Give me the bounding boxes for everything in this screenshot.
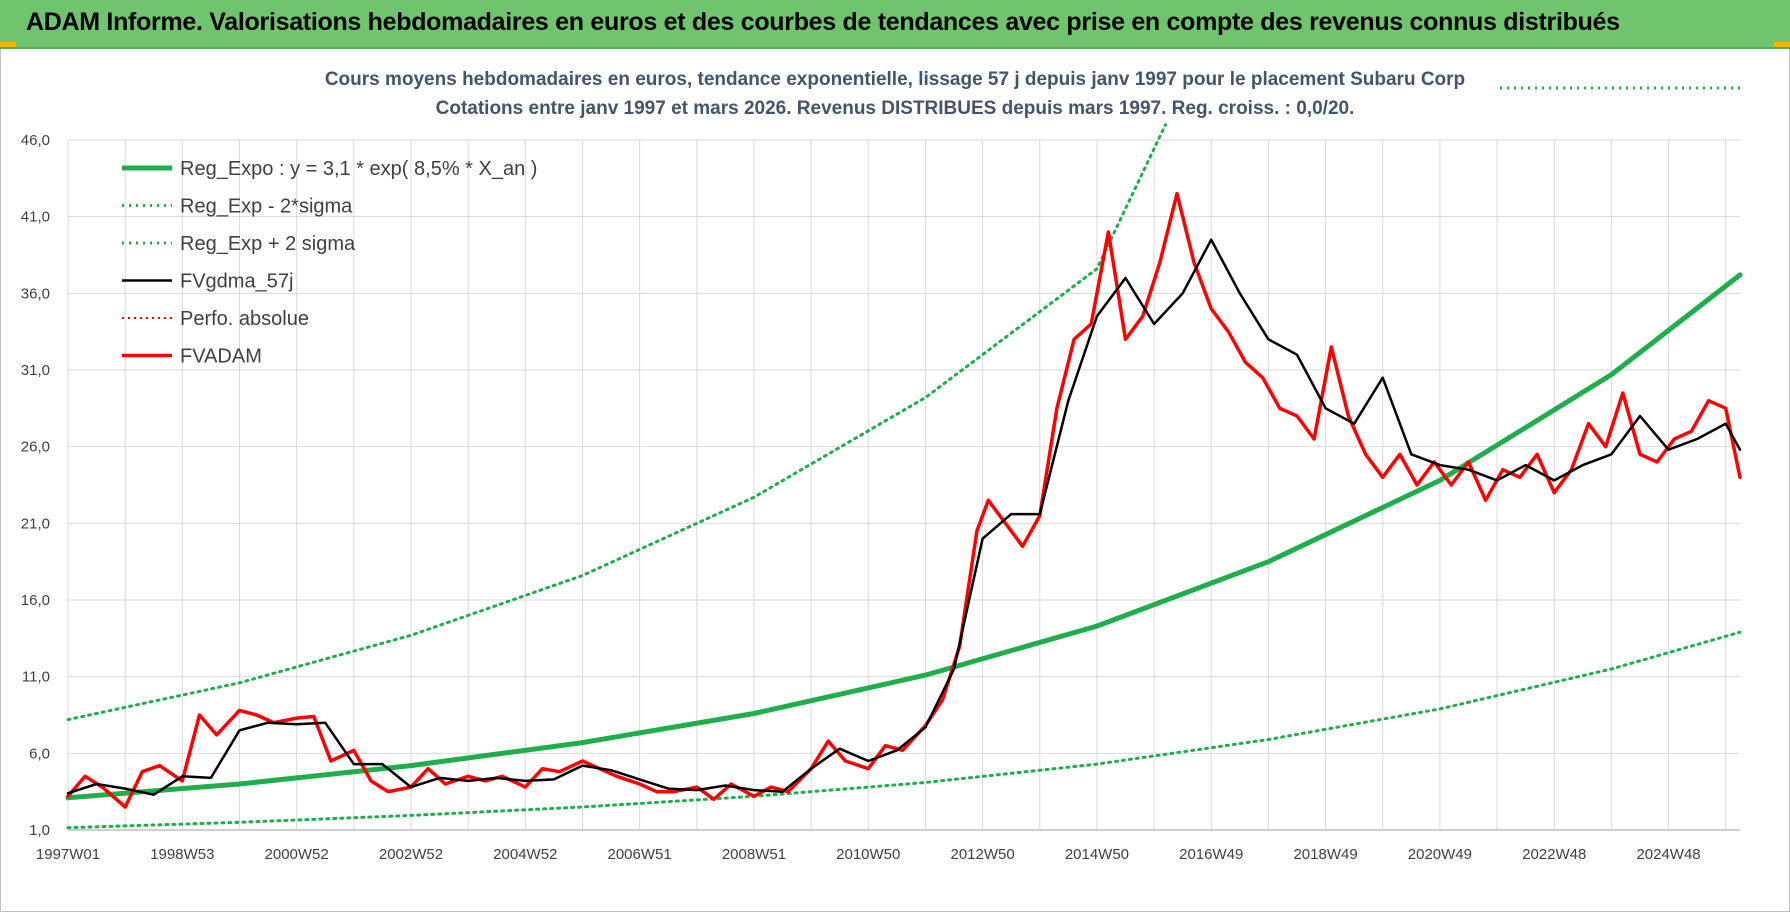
corner-mark-left bbox=[0, 42, 16, 47]
x-tick-label: 2008W51 bbox=[722, 846, 786, 863]
legend-entry: Reg_Exp + 2 sigma bbox=[180, 233, 356, 255]
x-tick-label: 2002W52 bbox=[379, 846, 443, 863]
y-tick-label: 46,0 bbox=[21, 132, 50, 149]
y-tick-label: 21,0 bbox=[21, 515, 50, 532]
x-tick-label: 2004W52 bbox=[493, 846, 557, 863]
grid bbox=[67, 139, 1740, 831]
x-tick-label: 2000W52 bbox=[265, 846, 329, 863]
report-title: ADAM Informe. Valorisations hebdomadaire… bbox=[26, 8, 1620, 36]
series-line bbox=[66, 630, 1742, 830]
y-tick-label: 31,0 bbox=[21, 362, 50, 379]
y-axis: 1,0 6,0 11,0 16,0 21,0 26,0 31,0 36,0 41,0 46,0 bbox=[21, 132, 50, 839]
x-tick-label: 2024W48 bbox=[1636, 846, 1700, 863]
series-line bbox=[66, 191, 1742, 809]
chart: Cours moyens hebdomadaires en euros, ten… bbox=[21, 69, 1743, 863]
series-line bbox=[65, 272, 1743, 801]
y-tick-label: 1,0 bbox=[29, 822, 50, 839]
x-tick-label: 1998W53 bbox=[150, 846, 214, 863]
x-tick-label: 2006W51 bbox=[608, 846, 672, 863]
x-tick-label: 1997W01 bbox=[36, 846, 100, 863]
legend-entry: Reg_Expo : y = 3,1 * exp( 8,5% * X_an ) bbox=[180, 158, 537, 180]
y-tick-label: 6,0 bbox=[29, 745, 50, 762]
report-banner: ADAM Informe. Valorisations hebdomadaire… bbox=[0, 0, 1790, 49]
legend-entry: Reg_Exp - 2*sigma bbox=[180, 196, 353, 218]
series-group bbox=[65, 86, 1743, 830]
x-tick-label: 2010W50 bbox=[836, 846, 900, 863]
series-line bbox=[66, 123, 1167, 722]
y-tick-label: 11,0 bbox=[22, 669, 50, 686]
chart-title: Cours moyens hebdomadaires en euros, ten… bbox=[325, 69, 1465, 90]
legend-entry: FVADAM bbox=[180, 346, 262, 368]
y-tick-label: 26,0 bbox=[21, 439, 50, 456]
y-tick-label: 41,0 bbox=[21, 209, 50, 226]
corner-mark-right bbox=[1774, 42, 1790, 47]
legend: Reg_Expo : y = 3,1 * exp( 8,5% * X_an ) R… bbox=[122, 158, 537, 368]
x-tick-label: 2022W48 bbox=[1522, 846, 1586, 863]
x-tick-label: 2018W49 bbox=[1293, 846, 1357, 863]
chart-subtitle: Cotations entre janv 1997 et mars 2026. … bbox=[436, 98, 1355, 119]
x-tick-label: 2020W49 bbox=[1408, 846, 1472, 863]
x-tick-label: 2012W50 bbox=[950, 846, 1014, 863]
x-tick-label: 2016W49 bbox=[1179, 846, 1243, 863]
legend-entry: FVgdma_57j bbox=[180, 271, 293, 293]
series-line bbox=[66, 238, 1742, 796]
legend-entry: Perfo. absolue bbox=[180, 308, 309, 330]
x-axis: 1997W01 1998W53 2000W52 2002W52 2004W52 2006W… bbox=[36, 846, 1701, 863]
y-tick-label: 36,0 bbox=[21, 285, 50, 302]
x-tick-label: 2014W50 bbox=[1065, 846, 1129, 863]
y-tick-label: 16,0 bbox=[21, 592, 50, 609]
